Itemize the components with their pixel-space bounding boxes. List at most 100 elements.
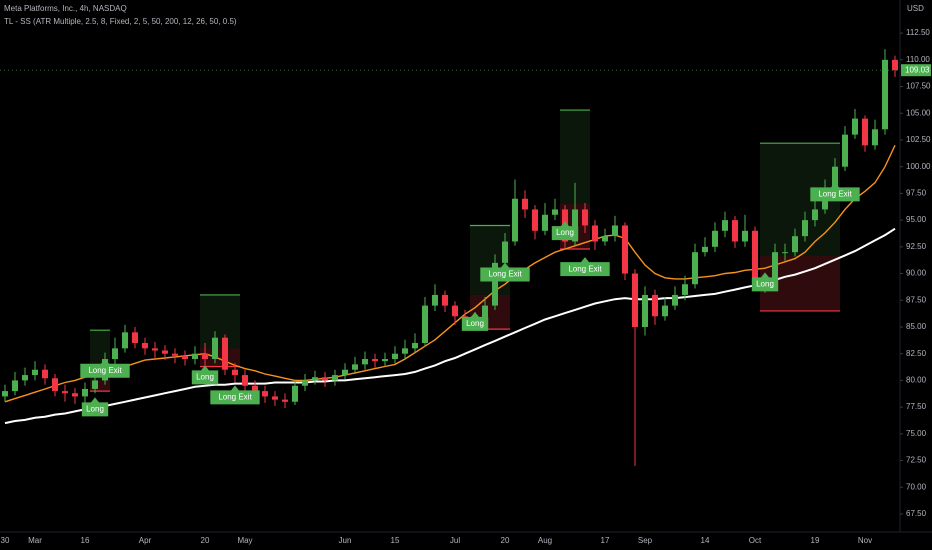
candle-body bbox=[192, 353, 198, 360]
candle-body bbox=[72, 393, 78, 397]
candle-body bbox=[302, 380, 308, 386]
candle-body bbox=[832, 166, 838, 189]
exit-label: Long Exit bbox=[818, 189, 852, 198]
candle-body bbox=[852, 118, 858, 135]
candle-body bbox=[262, 391, 268, 397]
entry-label-box bbox=[751, 272, 779, 292]
x-tick-label: Jun bbox=[339, 536, 352, 545]
x-tick-label: 19 bbox=[811, 536, 820, 545]
candle-body bbox=[662, 305, 668, 317]
moving-average bbox=[4, 227, 896, 425]
candle-body bbox=[542, 214, 548, 231]
candle-body bbox=[382, 359, 388, 362]
y-tick-label: 100.00 bbox=[906, 162, 931, 171]
x-tick-label: 16 bbox=[81, 536, 90, 545]
candle-body bbox=[2, 391, 8, 397]
candle-body bbox=[82, 388, 88, 397]
exit-label: Long Exit bbox=[568, 264, 602, 273]
candle-body bbox=[602, 236, 608, 242]
entry-label-box bbox=[551, 221, 579, 241]
candle-body bbox=[682, 284, 688, 295]
x-tick-label: May bbox=[237, 536, 252, 545]
candle-body bbox=[402, 348, 408, 354]
y-tick-label: 102.50 bbox=[906, 135, 931, 144]
candle-body bbox=[172, 353, 178, 356]
candle-body bbox=[642, 294, 648, 327]
candle-body bbox=[412, 343, 418, 349]
candle-body bbox=[732, 220, 738, 242]
candle-body bbox=[322, 377, 328, 381]
candle-body bbox=[672, 294, 678, 306]
exit-label: Long Exit bbox=[488, 270, 522, 279]
entry-label-box bbox=[81, 397, 109, 417]
candle-body bbox=[372, 359, 378, 362]
candle-body bbox=[232, 369, 238, 376]
target-zone bbox=[200, 294, 240, 349]
candle-body bbox=[652, 294, 658, 317]
x-tick-label: 17 bbox=[601, 536, 610, 545]
y-tick-label: 112.50 bbox=[906, 28, 930, 37]
candle-body bbox=[502, 241, 508, 263]
entry-label: Long bbox=[466, 319, 484, 328]
exit-label-box bbox=[480, 262, 530, 282]
candle-body bbox=[632, 273, 638, 327]
y-tick-label: 105.00 bbox=[906, 108, 931, 117]
candle-body bbox=[242, 375, 248, 386]
candle-body bbox=[222, 337, 228, 370]
exit-label-box bbox=[560, 257, 610, 277]
candle-body bbox=[752, 230, 758, 285]
candle-body bbox=[392, 353, 398, 360]
candle-body bbox=[132, 332, 138, 344]
candle-body bbox=[202, 353, 208, 360]
moving-average bbox=[4, 145, 896, 403]
stop-zone bbox=[90, 380, 110, 392]
candle-body bbox=[362, 359, 368, 365]
x-tick-label: Oct bbox=[749, 536, 762, 545]
candle-body bbox=[612, 225, 618, 237]
y-tick-label: 77.50 bbox=[906, 402, 927, 411]
candle-body bbox=[122, 332, 128, 349]
candle-body bbox=[842, 134, 848, 167]
x-tick-label: Apr bbox=[139, 536, 152, 545]
candle-body bbox=[12, 380, 18, 392]
candle-body bbox=[792, 236, 798, 253]
candle-body bbox=[592, 225, 598, 242]
candle-body bbox=[332, 375, 338, 381]
candle-body bbox=[442, 294, 448, 306]
indicator-title: TL - SS (ATR Multiple, 2.5, 8, Fixed, 2,… bbox=[4, 17, 237, 26]
candle-body bbox=[582, 209, 588, 226]
candle-body bbox=[482, 305, 488, 322]
exit-label: Long Exit bbox=[88, 366, 122, 375]
y-tick-label: 90.00 bbox=[906, 269, 927, 278]
x-tick-label: Nov bbox=[858, 536, 872, 545]
candle-body bbox=[62, 391, 68, 394]
y-tick-label: 87.50 bbox=[906, 295, 927, 304]
y-tick-label: 80.00 bbox=[906, 376, 927, 385]
x-tick-label: 20 bbox=[201, 536, 210, 545]
y-tick-label: 110.00 bbox=[906, 55, 930, 64]
candle-body bbox=[892, 59, 898, 71]
candle-body bbox=[292, 385, 298, 402]
candle-body bbox=[782, 252, 788, 254]
candle-body bbox=[722, 220, 728, 231]
candle-body bbox=[142, 343, 148, 349]
y-tick-label: 85.00 bbox=[906, 322, 927, 331]
candle-body bbox=[452, 305, 458, 317]
candle-body bbox=[622, 225, 628, 274]
candle-body bbox=[312, 377, 318, 381]
x-tick-label: Sep bbox=[638, 536, 653, 545]
candle-body bbox=[282, 399, 288, 402]
candle-body bbox=[112, 348, 118, 360]
y-tick-label: 92.50 bbox=[906, 242, 927, 251]
exit-label: Long Exit bbox=[218, 393, 252, 402]
entry-label: Long bbox=[196, 372, 214, 381]
entry-label-box bbox=[461, 311, 489, 331]
candle-body bbox=[342, 369, 348, 376]
candle-body bbox=[432, 294, 438, 306]
candle-body bbox=[182, 355, 188, 360]
candle-body bbox=[532, 209, 538, 231]
candle-body bbox=[812, 209, 818, 221]
x-tick-label: 15 bbox=[391, 536, 400, 545]
